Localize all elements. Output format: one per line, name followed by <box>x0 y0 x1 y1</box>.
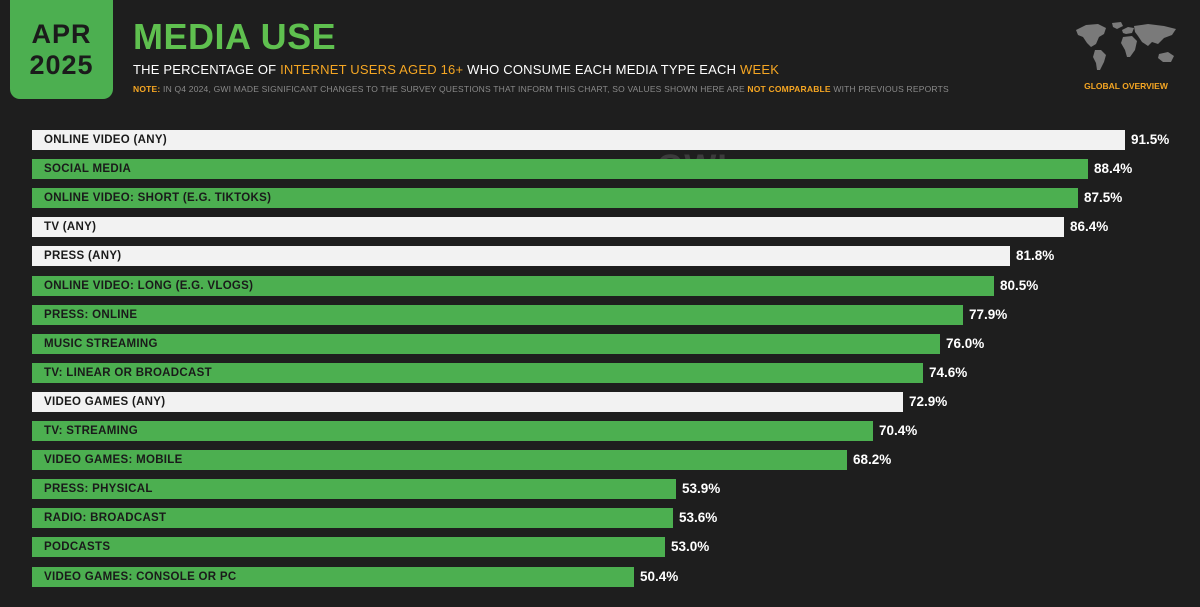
bar-category-label: TV (ANY) <box>44 221 97 234</box>
bar-value-label: 70.4% <box>879 423 918 438</box>
badge-month: APR <box>31 18 92 49</box>
bar-category-label: RADIO: BROADCAST <box>44 512 167 525</box>
watermark: DATAREPORTAL GWI. <box>505 148 738 187</box>
bar: ONLINE VIDEO (ANY) <box>32 130 1125 150</box>
bar-value-label: 88.4% <box>1094 161 1133 177</box>
bar-category-label: PRESS: PHYSICAL <box>44 483 153 496</box>
bar-value-label: 53.9% <box>682 481 721 497</box>
bar-value-label: 53.6% <box>679 510 718 526</box>
bar-value-label: 80.5% <box>1000 277 1039 293</box>
bar: TV (ANY) <box>32 217 1064 238</box>
bar-category-label: SOCIAL MEDIA <box>44 163 132 176</box>
bar-category-label: ONLINE VIDEO: SHORT (E.G. TIKTOKS) <box>44 192 272 205</box>
bar-value-label: 81.8% <box>1016 248 1055 264</box>
bar: PODCASTS <box>32 537 665 558</box>
bar: PRESS: PHYSICAL <box>32 479 676 500</box>
datareportal-watermark-text: DATAREPORTAL <box>522 159 643 176</box>
datareportal-watermark: DATAREPORTAL <box>505 159 643 176</box>
bar: ONLINE VIDEO: SHORT (E.G. TIKTOKS) <box>32 188 1078 209</box>
bar-category-label: TV: LINEAR OR BROADCAST <box>44 366 212 379</box>
bar-category-label: ONLINE VIDEO (ANY) <box>44 134 167 146</box>
note-text-start: IN Q4 2024, GWI MADE SIGNIFICANT CHANGES… <box>160 84 748 94</box>
bar-value-label: 53.0% <box>671 539 710 555</box>
bar: VIDEO GAMES (ANY) <box>32 391 903 412</box>
datareportal-logo-icon <box>505 161 518 174</box>
bar-value-label: 76.0% <box>946 335 985 351</box>
note-text-end: WITH PREVIOUS REPORTS <box>830 84 949 94</box>
bar-category-label: MUSIC STREAMING <box>44 337 158 350</box>
bar-value-label: 50.4% <box>640 568 679 584</box>
bar-category-label: PRESS: ONLINE <box>44 308 138 321</box>
bar-value-label: 86.4% <box>1070 219 1109 235</box>
note-highlight: NOT COMPARABLE <box>747 84 831 94</box>
bar: SOCIAL MEDIA <box>32 159 1088 180</box>
chart-note: NOTE: IN Q4 2024, GWI MADE SIGNIFICANT C… <box>133 84 949 94</box>
bar-category-label: TV: STREAMING <box>44 425 138 437</box>
bar-category-label: ONLINE VIDEO: LONG (E.G. VLOGS) <box>44 279 254 292</box>
bar-value-label: 72.9% <box>909 393 948 409</box>
bar: PRESS (ANY) <box>32 246 1010 267</box>
bar: ONLINE VIDEO: LONG (E.G. VLOGS) <box>32 275 994 296</box>
note-label: NOTE: <box>133 84 161 94</box>
bar: TV: LINEAR OR BROADCAST <box>32 362 923 383</box>
gwi-watermark: GWI. <box>656 148 739 186</box>
bar: RADIO: BROADCAST <box>32 508 673 529</box>
bar-value-label: 87.5% <box>1084 190 1123 206</box>
bar: PRESS: ONLINE <box>32 304 963 325</box>
bar: VIDEO GAMES: MOBILE <box>32 450 847 471</box>
subtitle-text-start: THE PERCENTAGE OF <box>133 62 281 77</box>
bar-category-label: VIDEO GAMES: CONSOLE OR PC <box>44 570 237 583</box>
bar-value-label: 91.5% <box>1131 132 1170 147</box>
badge-year: 2025 <box>29 49 94 80</box>
subtitle-highlight-audience: INTERNET USERS AGED 16+ <box>280 62 464 77</box>
bar-value-label: 68.2% <box>853 452 892 468</box>
bar: VIDEO GAMES: CONSOLE OR PC <box>32 566 634 587</box>
bar-value-label: 77.9% <box>969 306 1008 322</box>
bar: TV: STREAMING <box>32 421 873 441</box>
bar-category-label: PODCASTS <box>44 541 111 554</box>
bar-category-label: PRESS (ANY) <box>44 250 122 263</box>
subtitle-highlight-period: WEEK <box>740 62 780 77</box>
bar-category-label: VIDEO GAMES (ANY) <box>44 395 166 408</box>
world-map-icon <box>1076 22 1176 70</box>
chart-subtitle: THE PERCENTAGE OF INTERNET USERS AGED 16… <box>133 62 779 77</box>
bar-category-label: VIDEO GAMES: MOBILE <box>44 454 183 467</box>
chart-title: MEDIA USE <box>133 16 337 57</box>
bar: MUSIC STREAMING <box>32 333 940 354</box>
region-label: GLOBAL OVERVIEW <box>1084 81 1168 91</box>
date-badge: APR 2025 <box>10 0 113 99</box>
bar-value-label: 74.6% <box>929 364 968 380</box>
subtitle-text-middle: WHO CONSUME EACH MEDIA TYPE EACH <box>463 62 740 77</box>
